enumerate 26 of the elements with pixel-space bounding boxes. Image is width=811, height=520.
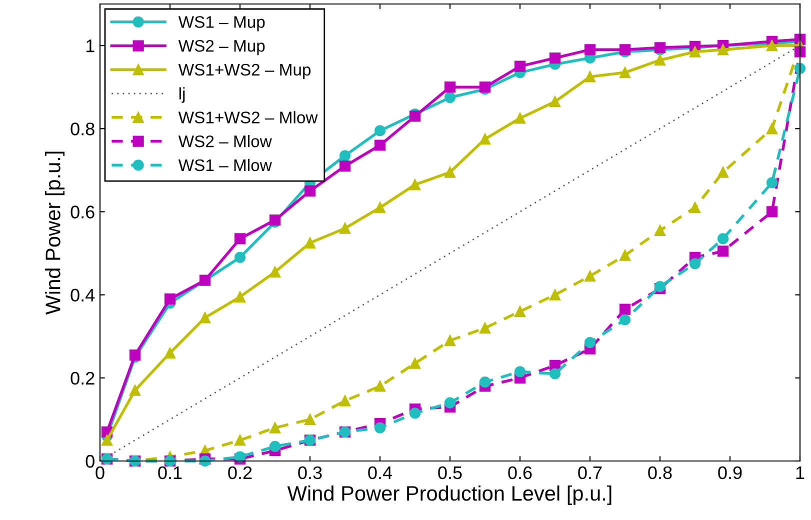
- x-tick-label: 0.4: [368, 466, 392, 480]
- legend-label: WS1+WS2 – Mup: [178, 64, 311, 79]
- x-tick-label: 1: [796, 466, 804, 479]
- x-tick-label: 0.5: [438, 466, 462, 480]
- x-tick-label: 0.9: [718, 466, 742, 480]
- legend-label: WS1+WS2 – Mlow: [178, 111, 318, 124]
- x-tick-label: 0.3: [298, 466, 322, 480]
- y-tick-label: 0: [86, 454, 94, 468]
- legend-label: WS2 – Mup: [178, 40, 265, 56]
- x-axis-title: Wind Power Production Level [p.u.]: [287, 485, 612, 505]
- x-tick-label: 0.8: [648, 466, 672, 480]
- y-tick-label: 0.6: [70, 206, 94, 218]
- x-tick-label: 0.6: [508, 466, 532, 480]
- x-tick-label: 0: [96, 466, 104, 480]
- legend-label: WS1 – Mup: [178, 16, 265, 32]
- legend-label: WS2 – Mlow: [178, 135, 272, 148]
- y-tick-label: 0.4: [70, 288, 95, 302]
- x-tick-label: 0.1: [158, 466, 182, 480]
- x-tick-label: 0.2: [228, 466, 252, 480]
- legend-label: lj: [179, 87, 185, 103]
- y-tick-label: 0.2: [70, 372, 94, 385]
- y-tick-label: 0.8: [70, 122, 94, 136]
- legend-label: WS1 – Mlow: [178, 158, 272, 172]
- x-tick-label: 0.7: [578, 466, 602, 480]
- y-axis-title: Wind Power [p.u.]: [45, 152, 64, 315]
- y-tick-label: 1: [86, 40, 94, 52]
